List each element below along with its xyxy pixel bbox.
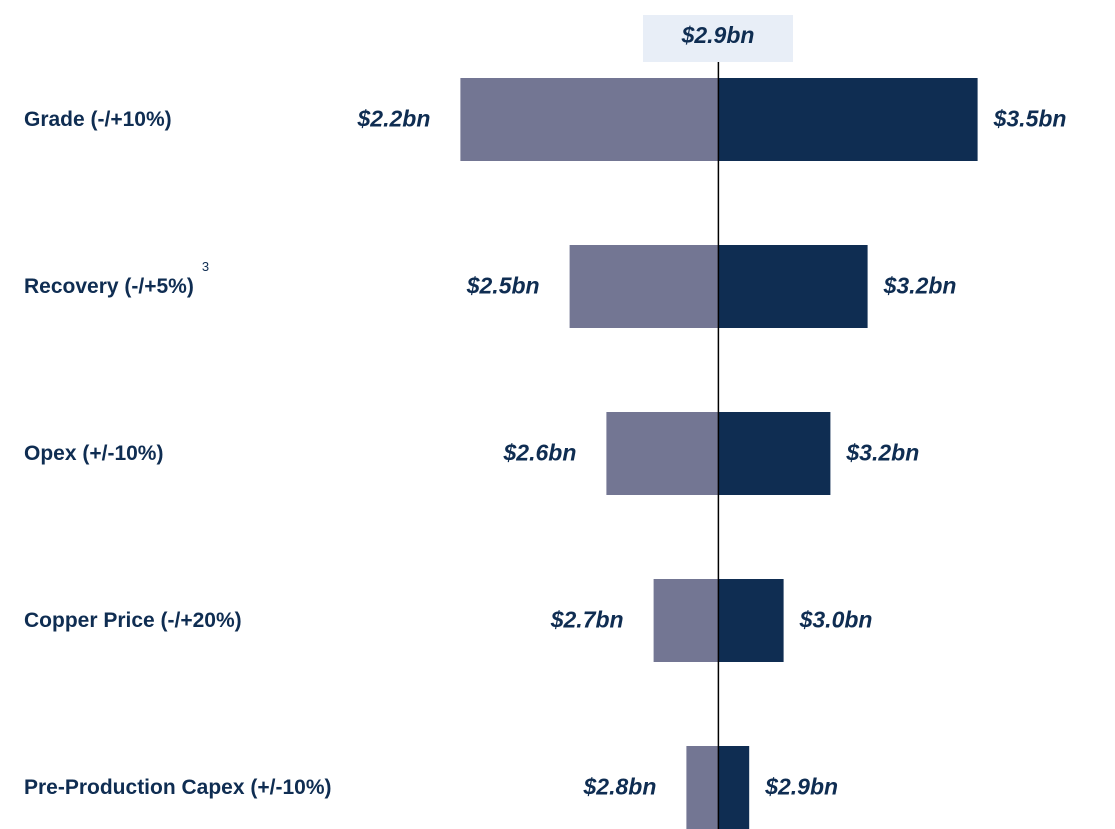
- bar: [718, 746, 750, 829]
- bar: [718, 412, 831, 495]
- value-label: $3.5bn: [993, 106, 1067, 132]
- category-label: Recovery (-/+5%): [24, 275, 194, 298]
- bar: [686, 746, 719, 829]
- category-label: Grade (-/+10%): [24, 108, 172, 131]
- bar: [718, 78, 978, 161]
- base-label: $2.9bn: [681, 22, 755, 48]
- value-label: $2.8bn: [583, 774, 657, 800]
- base-label-box: [643, 15, 793, 62]
- bar: [606, 412, 719, 495]
- value-label: $3.0bn: [799, 607, 873, 633]
- bar: [718, 245, 868, 328]
- bar: [718, 579, 784, 662]
- value-label: $2.7bn: [550, 607, 624, 633]
- value-label: $2.6bn: [503, 440, 577, 466]
- footnote-marker: 3: [202, 259, 209, 274]
- value-label: $2.2bn: [357, 106, 431, 132]
- category-label: Pre-Production Capex (+/-10%): [24, 776, 331, 799]
- bar: [569, 245, 719, 328]
- value-label: $2.9bn: [764, 774, 838, 800]
- value-label: $3.2bn: [845, 440, 919, 466]
- category-label: Copper Price (-/+20%): [24, 609, 242, 632]
- bar: [653, 579, 719, 662]
- value-label: $3.2bn: [883, 273, 957, 299]
- category-label: Opex (+/-10%): [24, 442, 163, 465]
- value-label: $2.5bn: [466, 273, 540, 299]
- bar: [460, 78, 719, 161]
